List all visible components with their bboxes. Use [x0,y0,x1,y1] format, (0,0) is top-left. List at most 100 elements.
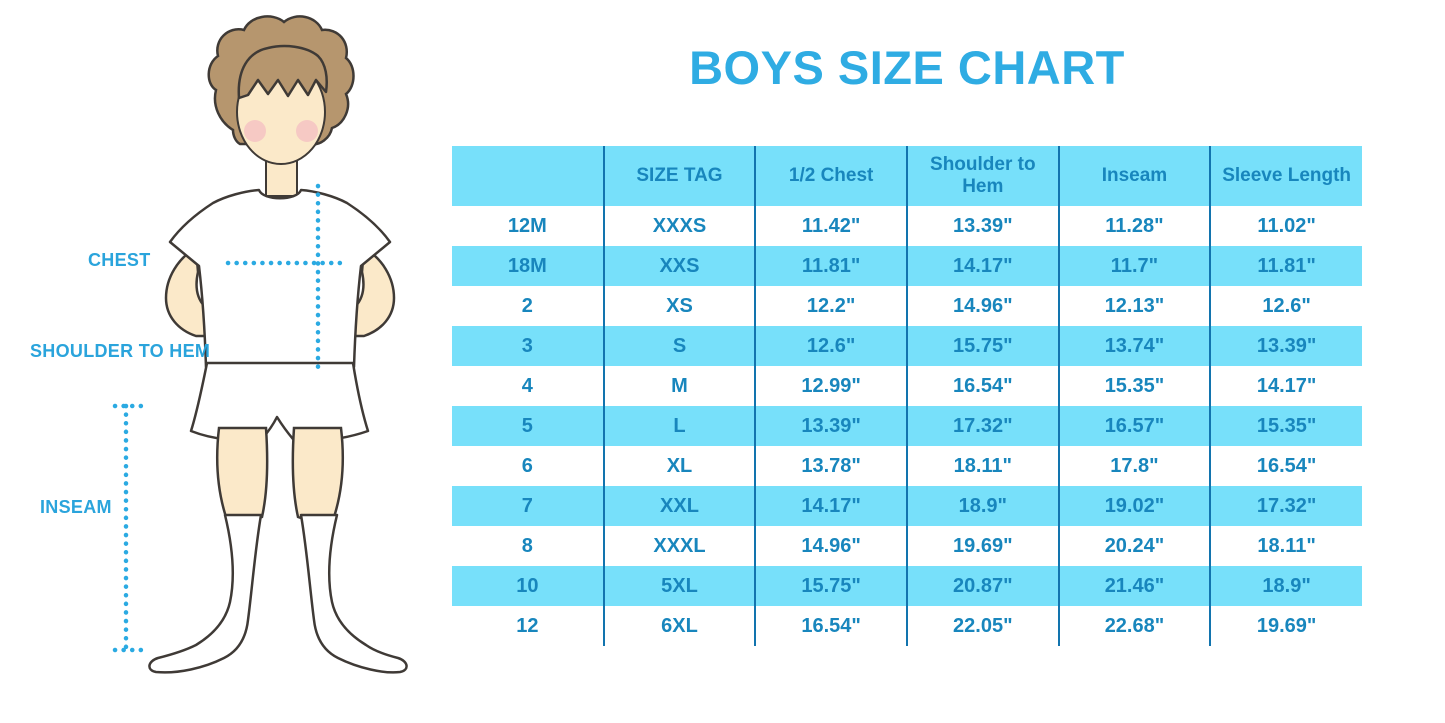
value-cell: 16.54" [754,606,907,646]
header-size [452,146,604,206]
size-cell: 12 [516,614,539,637]
value-cell: 18.9" [1209,566,1362,606]
value-cell: 19.02" [1057,486,1211,526]
size-table-body: 12M XXXS 11.42" 13.39" 11.28" 11.02" 18M XXS 11.… [452,206,1362,646]
size-cell: 6 [521,454,533,477]
value-cell: 16.54" [1209,446,1362,486]
value-cell: 13.78" [754,446,907,486]
value-cell: XXS [602,246,756,286]
value-cell: 12.2" [754,286,907,326]
value-cell: 17.8" [1057,446,1211,486]
sock-left [148,513,263,674]
leg-left [215,426,269,522]
value-cell: M [602,366,756,406]
value-cell: 12.6" [754,326,907,366]
size-cell: 7 [452,486,604,526]
table-row: 12 6XL 16.54" 22.05" 22.68" 19.69" [452,606,1362,646]
size-guide-illustration: CHEST SHOULDER TO HEM INSEAM [0,0,460,723]
value-cell: 14.17" [905,246,1059,286]
header-inseam: Inseam [1057,146,1211,206]
value-cell: 13.39" [1209,326,1362,366]
value-cell: 19.69" [905,526,1059,566]
table-header: SIZE TAG 1/2 Chest Shoulder to Hem Insea… [452,146,1362,206]
value-cell: 14.17" [754,486,907,526]
value-cell: L [602,406,756,446]
value-cell: 11.81" [754,246,907,286]
value-cell: 13.39" [754,406,907,446]
value-cell: 14.96" [905,286,1059,326]
header-size-tag: SIZE TAG [602,146,756,206]
shorts [189,361,370,442]
table-row: 7 XXL 14.17" 18.9" 19.02" 17.32" [452,486,1362,526]
table-row: 10 5XL 15.75" 20.87" 21.46" 18.9" [452,566,1362,606]
value-cell: 16.54" [905,366,1059,406]
page-title: BOYS SIZE CHART [689,41,1125,94]
value-cell: XXXL [602,526,756,566]
header-shoulder-to-hem: Shoulder to Hem [905,146,1059,206]
value-cell: 18.11" [1209,526,1362,566]
value-cell: 19.69" [1209,606,1362,646]
value-cell: XXL [602,486,756,526]
value-cell: 15.35" [1209,406,1362,446]
table-row: 2 XS 12.2" 14.96" 12.13" 12.6" [452,286,1362,326]
value-cell: 15.35" [1057,366,1211,406]
size-cell: 2 [521,294,533,317]
cheek-left [244,120,266,142]
sock-right [299,513,408,674]
value-cell: XS [602,286,756,326]
header-half-chest: 1/2 Chest [754,146,907,206]
value-cell: 13.39" [905,206,1059,246]
value-cell: 22.68" [1057,606,1211,646]
size-cell: 10 [452,566,604,606]
size-cell: 18M [452,246,604,286]
value-cell: 5XL [602,566,756,606]
value-cell: 16.57" [1057,406,1211,446]
size-cell: 8 [521,534,533,557]
table-row: 3 S 12.6" 15.75" 13.74" 13.39" [452,326,1362,366]
value-cell: 17.32" [1209,486,1362,526]
value-cell: 17.32" [905,406,1059,446]
value-cell: 20.24" [1057,526,1211,566]
size-cell: 4 [521,374,533,397]
value-cell: 14.96" [754,526,907,566]
arm-right [344,245,396,338]
value-cell: 15.75" [754,566,907,606]
value-cell: 11.7" [1057,246,1211,286]
value-cell: XL [602,446,756,486]
table-row: 8 XXXL 14.96" 19.69" 20.24" 18.11" [452,526,1362,566]
header-row: SIZE TAG 1/2 Chest Shoulder to Hem Insea… [452,146,1362,206]
inseam-label: INSEAM [40,497,112,517]
table-row: 5 L 13.39" 17.32" 16.57" 15.35" [452,406,1362,446]
leg-right [291,426,345,522]
value-cell: 11.02" [1209,206,1362,246]
size-cell: 12M [507,214,547,237]
value-cell: S [602,326,756,366]
arm-left [164,245,216,338]
hair-bangs [237,44,328,100]
size-cell: 5 [452,406,604,446]
value-cell: 13.74" [1057,326,1211,366]
value-cell: 12.13" [1057,286,1211,326]
value-cell: 15.75" [905,326,1059,366]
value-cell: 11.81" [1209,246,1362,286]
value-cell: 21.46" [1057,566,1211,606]
size-cell: 3 [452,326,604,366]
boy-measurement-figure [112,15,408,674]
size-chart-table: SIZE TAG 1/2 Chest Shoulder to Hem Insea… [452,146,1362,646]
value-cell: 11.42" [754,206,907,246]
cheek-right [296,120,318,142]
table-row: 12M XXXS 11.42" 13.39" 11.28" 11.02" [452,206,1362,246]
value-cell: 12.99" [754,366,907,406]
value-cell: 18.11" [905,446,1059,486]
header-sleeve-length: Sleeve Length [1209,146,1362,206]
value-cell: 18.9" [905,486,1059,526]
value-cell: XXXS [602,206,756,246]
value-cell: 22.05" [905,606,1059,646]
value-cell: 12.6" [1209,286,1362,326]
shoulder-to-hem-label: SHOULDER TO HEM [30,341,211,361]
table-row: 6 XL 13.78" 18.11" 17.8" 16.54" [452,446,1362,486]
table-row: 18M XXS 11.81" 14.17" 11.7" 11.81" [452,246,1362,286]
chest-label: CHEST [88,250,151,270]
table-row: 4 M 12.99" 16.54" 15.35" 14.17" [452,366,1362,406]
value-cell: 11.28" [1057,206,1211,246]
